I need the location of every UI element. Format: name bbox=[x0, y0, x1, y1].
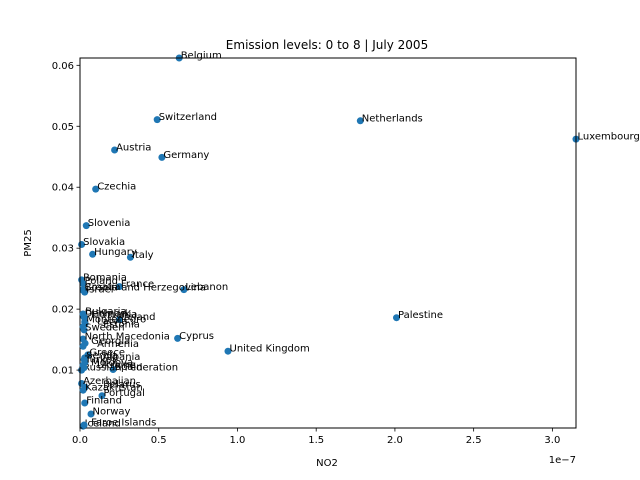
point-label: Bosnia and Herzegovina bbox=[85, 283, 206, 294]
x-tick-label: 0.0 bbox=[72, 435, 88, 446]
data-point bbox=[87, 410, 95, 418]
x-tick-label: 0.5 bbox=[151, 435, 167, 446]
point-label: Israel bbox=[86, 285, 113, 296]
point-label: Denmark bbox=[85, 308, 131, 319]
plot-frame bbox=[79, 57, 577, 429]
data-point bbox=[80, 364, 88, 372]
point-label: Poland bbox=[85, 276, 118, 287]
point-label: Lithuania bbox=[91, 310, 137, 321]
data-point bbox=[111, 146, 119, 154]
data-point bbox=[79, 280, 87, 287]
point-label: Netherlands bbox=[362, 113, 423, 124]
data-point bbox=[92, 185, 100, 193]
data-point bbox=[393, 314, 400, 322]
point-label: Portugal bbox=[104, 388, 145, 399]
point-label: Slovakia bbox=[83, 237, 125, 248]
data-point bbox=[174, 334, 182, 342]
point-label: France bbox=[121, 279, 154, 290]
point-label: Russian Federation bbox=[83, 363, 178, 374]
data-point bbox=[224, 347, 232, 355]
point-label: Kazakhstan bbox=[85, 383, 143, 394]
point-label: Slovenia bbox=[88, 218, 131, 229]
data-point bbox=[80, 326, 88, 334]
x-tick-label: 3.0 bbox=[544, 435, 560, 446]
point-label: Lebanon bbox=[185, 282, 228, 293]
data-point bbox=[79, 342, 87, 350]
y-tick-label: 0.05 bbox=[52, 122, 74, 133]
point-label: Estonia bbox=[103, 319, 140, 330]
data-point bbox=[180, 286, 188, 294]
data-point bbox=[115, 316, 123, 323]
point-label: Sweden bbox=[85, 322, 125, 333]
data-point bbox=[81, 288, 89, 296]
point-label: Italy bbox=[132, 250, 154, 261]
data-point bbox=[153, 116, 161, 124]
data-point bbox=[356, 117, 364, 125]
y-tick-label: 0.04 bbox=[52, 183, 74, 194]
data-point bbox=[115, 283, 123, 291]
point-label: Turkey bbox=[84, 355, 118, 366]
point-label: Moldova bbox=[91, 358, 133, 369]
data-point bbox=[126, 253, 134, 261]
x-tick-label: 2.0 bbox=[387, 435, 403, 446]
point-label: Romania bbox=[83, 272, 127, 283]
point-label: Armenia bbox=[97, 339, 139, 350]
point-label: Switzerland bbox=[159, 112, 217, 123]
x-tick-label: 2.5 bbox=[466, 435, 482, 446]
data-point bbox=[81, 399, 89, 407]
point-label: Finland bbox=[86, 396, 122, 407]
data-point bbox=[79, 386, 87, 394]
point-label: Serbia bbox=[86, 350, 118, 361]
y-tick-label: 0.01 bbox=[52, 366, 74, 377]
y-tick-label: 0.02 bbox=[52, 305, 74, 316]
point-label: Belarus bbox=[103, 380, 141, 391]
point-label: Germany bbox=[163, 150, 209, 161]
point-label: Austria bbox=[116, 143, 151, 154]
point-label: Czechia bbox=[97, 182, 136, 193]
point-label: North Macedonia bbox=[85, 332, 170, 343]
point-label: Montenegro bbox=[86, 314, 146, 325]
point-label: Iceland bbox=[85, 419, 121, 430]
x-axis-offset: 1e−7 bbox=[549, 455, 576, 466]
data-point bbox=[109, 366, 117, 373]
x-tick-label: 1.0 bbox=[230, 435, 246, 446]
point-label: Albania bbox=[103, 352, 140, 363]
point-label: Azerbaijan bbox=[83, 376, 136, 387]
x-tick-label: 1.5 bbox=[308, 435, 324, 446]
labels-layer: Belgium Switzerland Netherlands Luxembourg A… bbox=[83, 51, 640, 430]
point-label: Cyprus bbox=[179, 331, 214, 342]
point-label: Georgia bbox=[91, 336, 130, 347]
data-point bbox=[80, 313, 88, 321]
point-label: Palestine bbox=[398, 310, 443, 321]
chart-title: Emission levels: 0 to 8 | July 2005 bbox=[226, 38, 428, 52]
x-axis-ticks: 0.0 0.5 1.0 1.5 2.0 2.5 3.0 bbox=[72, 428, 560, 446]
point-label: Croatia bbox=[85, 282, 121, 293]
data-point bbox=[89, 250, 97, 258]
data-point bbox=[158, 153, 166, 161]
point-label: Ukraine bbox=[97, 360, 136, 371]
point-label: Luxembourg bbox=[578, 132, 640, 143]
point-label: Faroe Islands bbox=[91, 418, 156, 429]
point-label: United Kingdom bbox=[230, 344, 310, 355]
y-tick-label: 0.03 bbox=[52, 244, 74, 255]
point-label: Hungary bbox=[94, 247, 137, 258]
point-label: Belgium bbox=[181, 51, 222, 62]
point-label: Ireland bbox=[121, 312, 156, 323]
point-label: Spain bbox=[115, 362, 143, 373]
point-label: Greece bbox=[89, 347, 125, 358]
point-label: Latvia bbox=[97, 316, 127, 327]
y-tick-label: 0.06 bbox=[52, 61, 74, 72]
point-label: Bulgaria bbox=[85, 307, 126, 318]
y-axis-label: PM25 bbox=[23, 229, 34, 256]
data-point bbox=[80, 421, 88, 429]
x-axis-label: NO2 bbox=[316, 458, 338, 469]
data-point bbox=[82, 222, 90, 230]
point-label: Norway bbox=[93, 407, 131, 418]
data-point bbox=[98, 392, 106, 400]
y-axis-ticks: 0.01 0.02 0.03 0.04 0.05 0.06 bbox=[52, 61, 80, 377]
